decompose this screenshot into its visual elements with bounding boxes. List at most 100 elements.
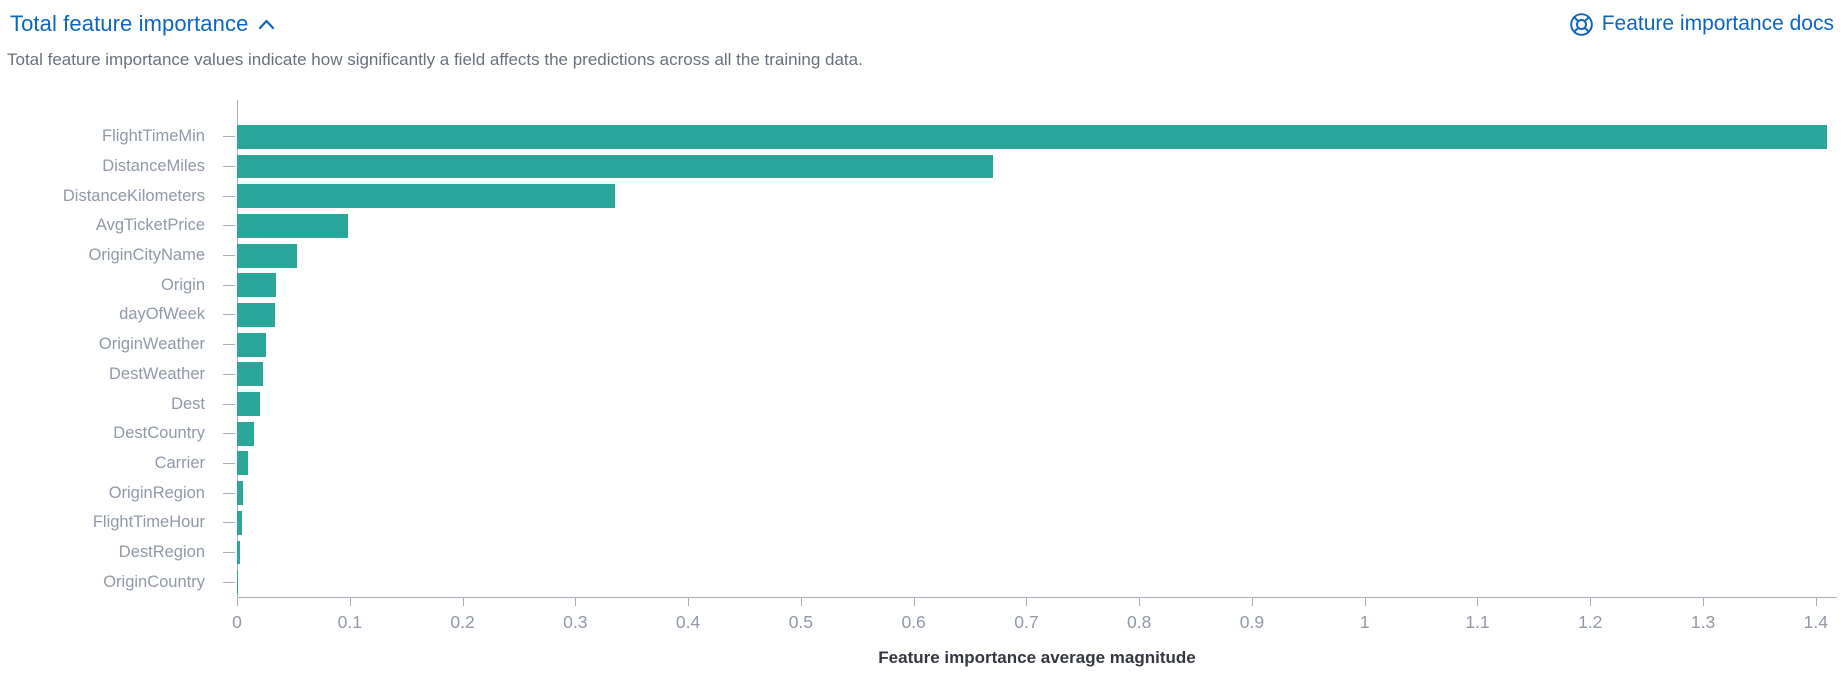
importance-bar[interactable] bbox=[237, 184, 615, 209]
bar-row: DistanceMiles bbox=[0, 152, 1844, 182]
bar-row: FlightTimeHour bbox=[0, 508, 1844, 538]
importance-bar[interactable] bbox=[237, 540, 241, 565]
y-axis-label: Origin bbox=[160, 275, 205, 294]
importance-bar[interactable] bbox=[237, 154, 993, 179]
importance-bar[interactable] bbox=[237, 124, 1828, 149]
x-tick-mark bbox=[575, 598, 577, 606]
importance-bar[interactable] bbox=[237, 570, 239, 595]
x-tick-mark bbox=[1026, 598, 1028, 606]
help-lifebuoy-icon bbox=[1569, 12, 1594, 37]
bar-row: FlightTimeMin bbox=[0, 122, 1844, 152]
x-axis-title: Feature importance average magnitude bbox=[878, 648, 1196, 667]
bar-row: OriginWeather bbox=[0, 330, 1844, 360]
x-tick-label: 1.1 bbox=[1465, 612, 1490, 632]
x-tick-label: 0.7 bbox=[1014, 612, 1039, 632]
bar-row: DistanceKilometers bbox=[0, 181, 1844, 211]
importance-bar[interactable] bbox=[237, 362, 263, 387]
panel-header: Total feature importance bbox=[0, 6, 1844, 42]
bar-row: OriginRegion bbox=[0, 478, 1844, 508]
importance-bar[interactable] bbox=[237, 273, 277, 298]
bar-track bbox=[237, 508, 1844, 538]
y-tick-mark bbox=[223, 551, 235, 553]
y-axis-label: Carrier bbox=[154, 453, 205, 472]
bar-track bbox=[237, 419, 1844, 449]
x-tick-mark bbox=[913, 598, 915, 606]
y-axis-label: DestWeather bbox=[109, 364, 205, 383]
x-tick-mark bbox=[688, 598, 690, 606]
y-axis-label: DestCountry bbox=[113, 424, 205, 443]
importance-bar[interactable] bbox=[237, 303, 276, 327]
y-tick-mark bbox=[223, 492, 235, 494]
importance-bar[interactable] bbox=[237, 451, 249, 476]
y-tick-mark bbox=[223, 581, 235, 583]
x-tick-label: 1 bbox=[1359, 612, 1370, 632]
importance-bar[interactable] bbox=[237, 213, 348, 238]
feature-importance-docs-link[interactable]: Feature importance docs bbox=[1569, 12, 1834, 37]
x-tick-mark bbox=[800, 598, 802, 606]
bar-track bbox=[237, 478, 1844, 508]
importance-bar[interactable] bbox=[237, 392, 260, 416]
bar-row: DestRegion bbox=[0, 538, 1844, 568]
importance-bar[interactable] bbox=[237, 243, 297, 268]
x-tick-label: 1.4 bbox=[1803, 612, 1828, 632]
importance-bar[interactable] bbox=[237, 421, 254, 446]
bar-track bbox=[237, 181, 1844, 211]
bar-track bbox=[237, 538, 1844, 568]
importance-bar[interactable] bbox=[237, 481, 243, 506]
bar-row: AvgTicketPrice bbox=[0, 211, 1844, 241]
x-tick-mark bbox=[1590, 598, 1592, 606]
x-axis-line bbox=[237, 597, 1837, 598]
bar-track bbox=[237, 389, 1844, 419]
y-tick-mark bbox=[223, 403, 235, 405]
y-tick-mark bbox=[223, 195, 235, 197]
bar-row: Origin bbox=[0, 270, 1844, 300]
bar-track bbox=[237, 152, 1844, 182]
bar-track bbox=[237, 122, 1844, 152]
importance-bar[interactable] bbox=[237, 510, 242, 535]
bar-track bbox=[237, 360, 1844, 390]
bar-row: DestCountry bbox=[0, 419, 1844, 449]
docs-link-label: Feature importance docs bbox=[1601, 12, 1834, 35]
y-tick-mark bbox=[223, 462, 235, 464]
bar-track bbox=[237, 211, 1844, 241]
y-tick-mark bbox=[223, 255, 235, 257]
x-axis-ticks: 0 0.1 0.2 0.3 0.4 0.5 0.6 0.7 0.8 0.9 1 1.1 1.2 1.3 1.… bbox=[232, 598, 1844, 658]
x-tick-label: 0.4 bbox=[675, 612, 701, 632]
feature-importance-chart: FlightTimeMin DistanceMiles DistanceKilome… bbox=[0, 100, 1844, 675]
y-axis-label: OriginWeather bbox=[98, 335, 205, 354]
y-axis-label: Dest bbox=[171, 394, 205, 413]
x-tick-mark bbox=[1703, 598, 1705, 606]
y-tick-mark bbox=[223, 284, 235, 286]
y-axis-label: dayOfWeek bbox=[119, 305, 205, 324]
accordion-toggle[interactable]: Total feature importance bbox=[10, 11, 275, 37]
bar-track bbox=[237, 270, 1844, 300]
y-axis-label: DestRegion bbox=[118, 542, 205, 561]
y-tick-mark bbox=[223, 166, 235, 168]
x-tick-label: 1.3 bbox=[1690, 612, 1716, 632]
x-tick-mark bbox=[1251, 598, 1253, 606]
x-tick-mark bbox=[1477, 598, 1479, 606]
importance-bar[interactable] bbox=[237, 332, 267, 357]
y-axis-label: DistanceMiles bbox=[102, 157, 205, 176]
bar-row: OriginCountry bbox=[0, 567, 1844, 597]
x-tick-mark bbox=[1364, 598, 1366, 606]
bar-track bbox=[237, 449, 1844, 479]
x-tick-label: 0.5 bbox=[788, 612, 814, 632]
panel-description: Total feature importance values indicate… bbox=[7, 50, 863, 69]
section-title: Total feature importance bbox=[10, 11, 249, 36]
x-tick-label: 0 bbox=[232, 612, 242, 632]
bar-track bbox=[237, 300, 1844, 330]
y-tick-mark bbox=[223, 522, 235, 524]
x-tick-label: 0.6 bbox=[901, 612, 926, 632]
y-axis-label: FlightTimeHour bbox=[92, 513, 205, 532]
y-axis-label: OriginCountry bbox=[103, 572, 205, 591]
chevron-up-icon[interactable] bbox=[258, 19, 275, 30]
x-tick-label: 0.8 bbox=[1127, 612, 1152, 632]
bar-row: Carrier bbox=[0, 449, 1844, 479]
bar-track bbox=[237, 567, 1844, 597]
y-tick-mark bbox=[223, 136, 235, 138]
x-tick-label: 0.3 bbox=[563, 612, 588, 632]
bar-row: Dest bbox=[0, 389, 1844, 419]
x-tick-label: 0.9 bbox=[1239, 612, 1265, 632]
